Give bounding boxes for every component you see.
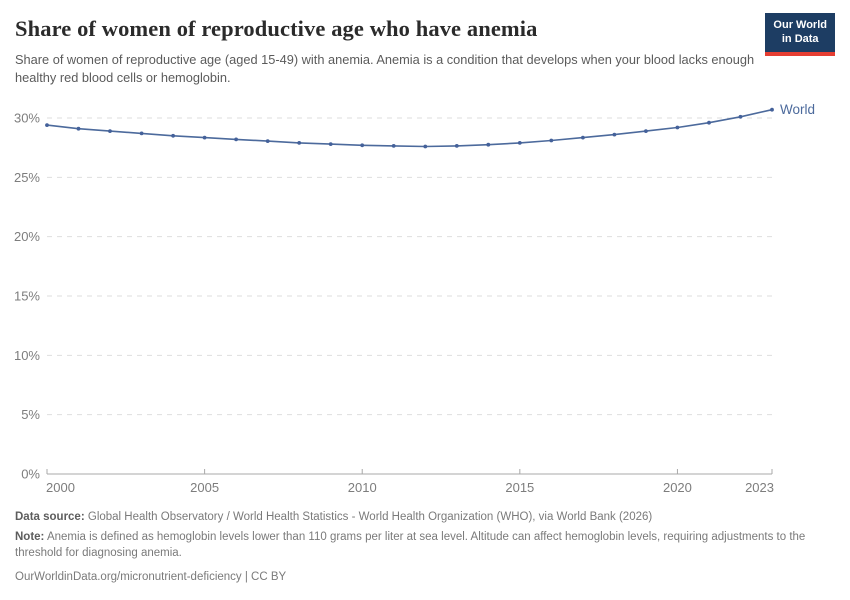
data-point (76, 126, 81, 131)
data-point (549, 138, 554, 143)
data-point (581, 135, 585, 140)
data-point (517, 141, 522, 145)
data-point (738, 114, 743, 119)
x-tick-label: 2005 (190, 480, 219, 495)
data-point (171, 133, 176, 138)
data-point (644, 129, 648, 134)
data-point (45, 123, 49, 127)
owid-logo-line1: Our World (773, 19, 827, 31)
data-point (454, 144, 459, 148)
x-tick-label: 2000 (46, 480, 75, 495)
data-point (486, 142, 491, 147)
data-point (297, 141, 302, 145)
data-point (391, 144, 396, 148)
data-point (707, 120, 711, 125)
data-point (770, 107, 774, 112)
data-point (675, 125, 680, 130)
x-tick-label: 2010 (348, 480, 377, 495)
x-tick-label: 2020 (663, 480, 692, 495)
chart-footer: Data source: Global Health Observatory /… (15, 509, 835, 585)
x-tick-label: 2023 (745, 480, 774, 495)
data-point (234, 137, 239, 142)
data-point (328, 142, 333, 147)
data-point (612, 132, 617, 137)
note-text: Anemia is defined as hemoglobin levels l… (15, 531, 806, 560)
y-tick-label: 20% (14, 229, 40, 244)
y-tick-label: 30% (14, 111, 40, 126)
data-point (202, 135, 207, 140)
credit-link[interactable]: OurWorldinData.org/micronutrient-deficie… (15, 571, 287, 584)
x-tick-label: 2015 (505, 480, 534, 495)
owid-logo[interactable]: Our World in Data (765, 13, 835, 56)
y-tick-label: 15% (14, 289, 40, 304)
y-tick-label: 0% (21, 467, 40, 482)
note-line: Note: Anemia is defined as hemoglobin le… (15, 529, 810, 561)
data-point (108, 129, 112, 134)
owid-logo-line2: in Data (781, 32, 819, 45)
data-point (423, 144, 428, 149)
y-tick-label: 5% (21, 407, 40, 422)
y-tick-label: 10% (14, 348, 40, 363)
y-tick-label: 25% (14, 170, 40, 185)
data-point (265, 139, 270, 144)
chart-header: Share of women of reproductive age who h… (15, 16, 760, 87)
page-title: Share of women of reproductive age who h… (15, 16, 538, 41)
data-point (360, 143, 365, 148)
data-source-text: Global Health Observatory / World Health… (87, 511, 653, 523)
series-end-label: World (780, 102, 815, 117)
data-source-line: Data source: Global Health Observatory /… (15, 509, 835, 525)
note-label: Note: (15, 531, 45, 544)
chart-subtitle: Share of women of reproductive age (aged… (15, 52, 755, 86)
data-source-label: Data source: (15, 511, 85, 523)
data-point (139, 131, 144, 136)
trend-line (46, 108, 773, 148)
